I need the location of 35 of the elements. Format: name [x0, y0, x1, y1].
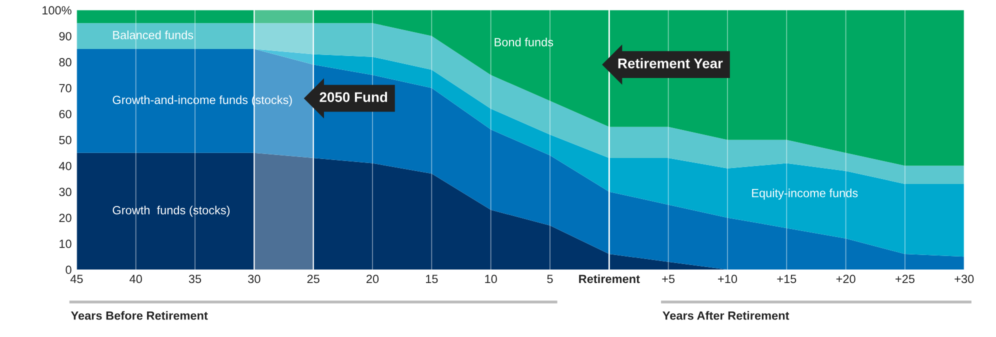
- x-tick-label: +10: [718, 274, 738, 284]
- y-tick-label: 40: [58, 162, 72, 170]
- series-label: Balanced funds: [113, 30, 194, 40]
- x-tick-label: 40: [130, 274, 142, 284]
- x-tick-label: +20: [836, 274, 856, 284]
- text: Years Before Retirement: [70, 311, 208, 320]
- x-tick-label: 25: [307, 274, 320, 284]
- x-tick-label: 5: [547, 274, 553, 284]
- y-tick-label: 90: [59, 32, 72, 40]
- y-tick-label: 60: [59, 110, 72, 118]
- y-tick-label: 0: [66, 266, 72, 274]
- y-tick-label: 20: [59, 214, 72, 222]
- ref-line-label: Retirement Year: [618, 58, 723, 68]
- y-tick-label: 100%: [42, 6, 72, 15]
- text: Years After Retirement: [662, 311, 790, 320]
- y-tick-label: 30: [59, 188, 72, 196]
- x-tick-label: Retirement: [579, 274, 640, 284]
- x-tick-label: 35: [188, 274, 202, 284]
- x-tick-label: +30: [954, 274, 974, 284]
- x-tick-label: 20: [366, 274, 379, 284]
- x-tick-label: 30: [248, 274, 260, 284]
- y-tick-label: 10: [60, 240, 72, 248]
- y-tick-label: 70: [59, 84, 72, 92]
- x-tick-label: 45: [70, 274, 83, 284]
- series-label: Bond funds: [494, 38, 554, 46]
- band-label: 2050 Fund: [320, 92, 388, 102]
- x-tick-label: +15: [777, 274, 796, 284]
- x-tick-label: 10: [485, 274, 497, 284]
- series-label: Equity-income funds: [752, 188, 858, 200]
- x-tick-label: +5: [662, 274, 675, 284]
- y-tick-label: 50: [59, 136, 72, 144]
- series-label: Growth funds (stocks): [112, 206, 230, 217]
- x-tick-label: 15: [426, 274, 438, 284]
- y-tick-label: 80: [59, 58, 72, 66]
- x-tick-label: +25: [896, 274, 914, 284]
